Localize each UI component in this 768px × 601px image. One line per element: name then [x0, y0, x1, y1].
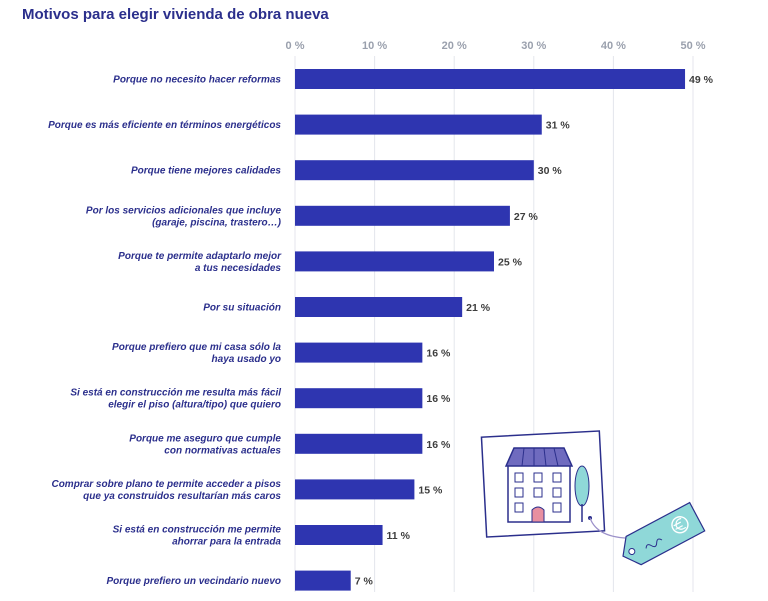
bar	[295, 525, 383, 545]
category-label: Porque me aseguro que cumple con normativ…	[129, 433, 281, 456]
x-tick-label: 50 %	[680, 40, 705, 52]
x-tick-label: 40 %	[601, 40, 626, 52]
bar	[295, 297, 463, 317]
value-label: 16 %	[426, 439, 451, 451]
house-for-sale-illustration	[480, 430, 706, 566]
category-label: Porque te permite adaptarlo mejor a tus n…	[118, 251, 282, 274]
value-label: 16 %	[426, 348, 451, 360]
value-label: 15 %	[418, 484, 443, 496]
value-label: 49 %	[689, 74, 714, 86]
bar	[295, 433, 423, 454]
bar	[295, 205, 510, 226]
value-label: 25 %	[498, 256, 523, 268]
chart-title: Motivos para elegir vivienda de obra nue…	[22, 6, 329, 23]
x-tick-label: 30 %	[521, 40, 546, 52]
bar	[295, 342, 423, 363]
category-label: Porque tiene mejores calidades	[131, 166, 281, 177]
category-label: Porque prefiero que mi casa sólo la haya …	[112, 342, 281, 365]
category-label: Si está en construcción me resulta más f…	[70, 388, 281, 411]
value-label: 21 %	[466, 302, 491, 314]
value-label: 16 %	[426, 393, 451, 405]
value-label: 31 %	[546, 120, 571, 132]
category-label: Porque no necesito hacer reformas	[113, 75, 281, 86]
value-label: 7 %	[355, 576, 374, 588]
category-label: Por los servicios adicionales que incluy…	[86, 205, 282, 228]
x-tick-label: 20 %	[442, 40, 467, 52]
bar	[295, 251, 494, 272]
x-tick-label: 10 %	[362, 40, 387, 52]
category-label: Comprar sobre plano te permite acceder a…	[51, 479, 281, 502]
bar	[295, 114, 542, 135]
bar	[295, 69, 686, 89]
bar	[295, 479, 415, 500]
value-label: 11 %	[387, 530, 411, 542]
value-label: 27 %	[514, 211, 539, 223]
category-label: Porque es más eficiente en términos ener…	[48, 120, 281, 131]
bar	[295, 388, 423, 409]
category-label: Porque prefiero un vecindario nuevo	[107, 576, 281, 587]
x-tick-label: 0 %	[286, 40, 305, 52]
bar	[295, 570, 351, 591]
bar	[295, 160, 534, 181]
category-label: Si está en construcción me permite ahorra…	[113, 525, 282, 548]
category-label: Por su situación	[203, 303, 281, 314]
value-label: 30 %	[538, 165, 563, 177]
